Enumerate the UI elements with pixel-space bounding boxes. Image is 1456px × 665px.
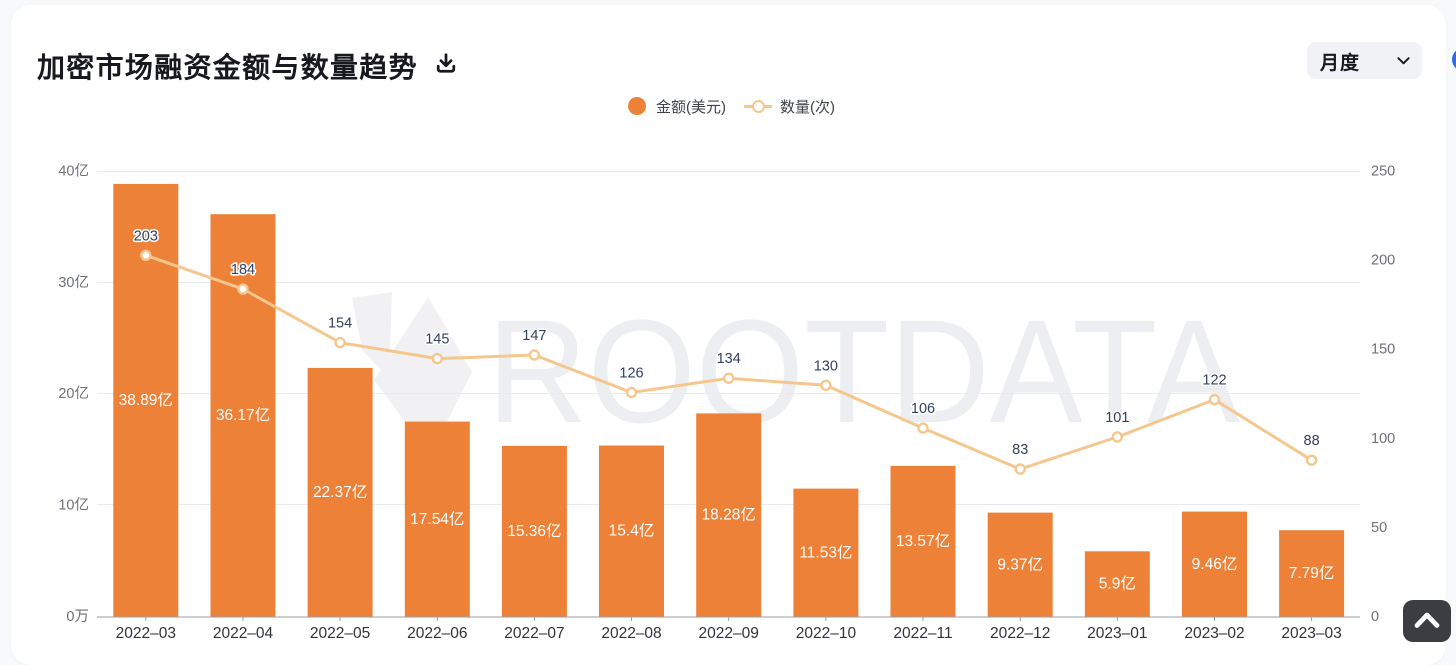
svg-text:50: 50: [1371, 520, 1387, 536]
svg-text:122: 122: [1202, 373, 1226, 389]
svg-text:134: 134: [717, 351, 741, 367]
svg-text:145: 145: [425, 332, 449, 348]
svg-text:88: 88: [1304, 433, 1320, 449]
svg-text:2022–07: 2022–07: [504, 625, 564, 642]
svg-text:15.36亿: 15.36亿: [507, 522, 561, 540]
svg-text:2022–06: 2022–06: [407, 625, 467, 642]
svg-text:101: 101: [1105, 410, 1129, 426]
svg-text:22.37亿: 22.37亿: [313, 483, 367, 501]
svg-text:126: 126: [619, 366, 643, 382]
svg-text:250: 250: [1371, 164, 1395, 180]
svg-text:100: 100: [1371, 431, 1395, 447]
svg-text:5.9亿: 5.9亿: [1099, 575, 1136, 593]
svg-text:200: 200: [1371, 253, 1395, 269]
svg-text:106: 106: [911, 401, 935, 417]
svg-text:0: 0: [1371, 609, 1379, 625]
svg-text:150: 150: [1371, 342, 1395, 358]
svg-text:130: 130: [814, 358, 838, 374]
svg-text:2023–01: 2023–01: [1087, 625, 1147, 642]
svg-text:2023–02: 2023–02: [1184, 625, 1244, 642]
svg-text:2022–11: 2022–11: [893, 625, 952, 642]
svg-text:0万: 0万: [66, 609, 89, 625]
svg-text:2022–12: 2022–12: [990, 625, 1050, 642]
svg-text:154: 154: [328, 316, 352, 332]
svg-text:83: 83: [1012, 442, 1028, 458]
svg-text:9.37亿: 9.37亿: [997, 555, 1043, 573]
svg-text:7.79亿: 7.79亿: [1289, 564, 1335, 582]
svg-text:10亿: 10亿: [58, 497, 89, 514]
svg-text:38.89亿: 38.89亿: [119, 391, 173, 409]
svg-text:184: 184: [231, 262, 255, 278]
svg-text:18.28亿: 18.28亿: [702, 506, 756, 524]
svg-text:13.57亿: 13.57亿: [896, 532, 950, 550]
svg-text:2022–10: 2022–10: [796, 625, 857, 642]
svg-text:203: 203: [134, 228, 158, 244]
svg-text:17.54亿: 17.54亿: [410, 510, 464, 528]
svg-text:2023–03: 2023–03: [1281, 625, 1341, 642]
svg-text:30亿: 30亿: [58, 274, 89, 291]
svg-text:2022–03: 2022–03: [116, 625, 176, 642]
svg-text:11.53亿: 11.53亿: [799, 543, 852, 561]
svg-text:9.46亿: 9.46亿: [1192, 555, 1238, 573]
svg-text:36.17亿: 36.17亿: [216, 406, 270, 424]
svg-text:2022–04: 2022–04: [213, 625, 274, 642]
svg-text:2022–05: 2022–05: [310, 625, 370, 642]
svg-text:2022–09: 2022–09: [699, 625, 759, 642]
svg-text:20亿: 20亿: [58, 385, 89, 402]
svg-text:147: 147: [522, 328, 546, 344]
svg-text:15.4亿: 15.4亿: [609, 522, 655, 540]
svg-text:ROOTDATA: ROOTDATA: [487, 290, 1240, 454]
svg-text:40亿: 40亿: [58, 163, 89, 180]
svg-text:2022–08: 2022–08: [601, 625, 661, 642]
